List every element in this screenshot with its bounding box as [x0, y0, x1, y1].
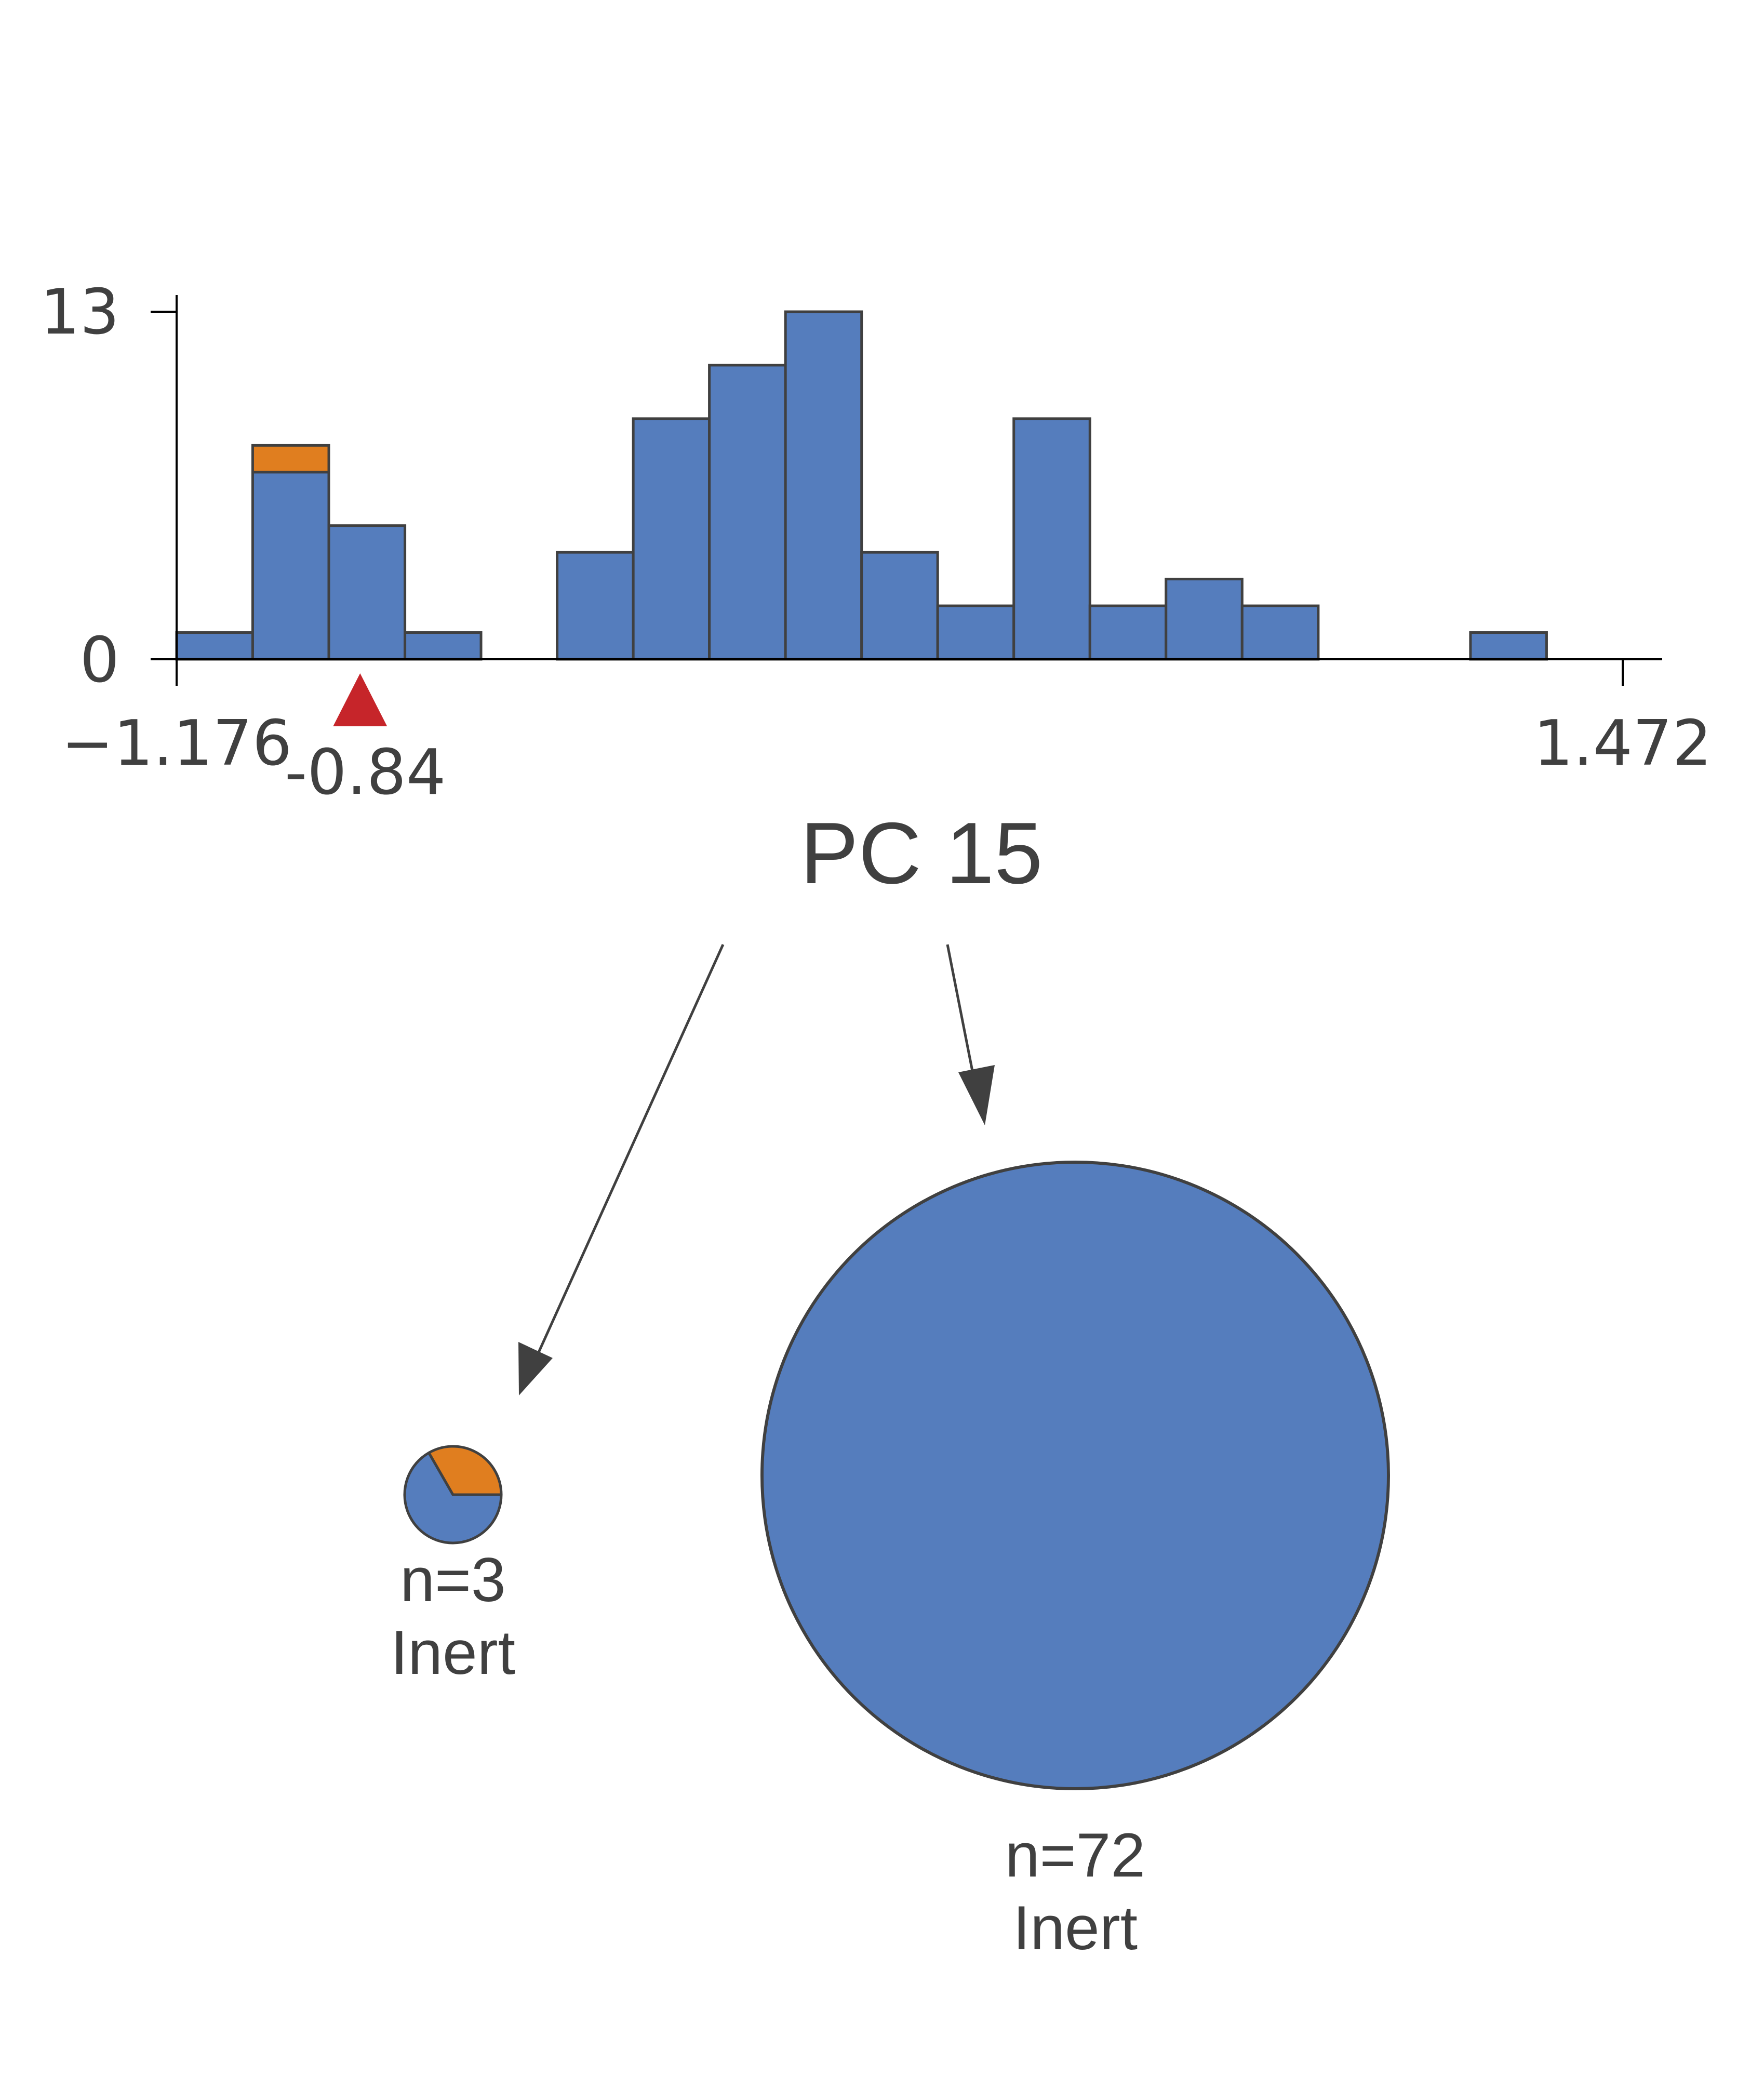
branch-arrows: [518, 943, 995, 1395]
histogram-bars: [175, 310, 1548, 661]
y-tick-label-max: 13: [40, 276, 119, 349]
x-tick-label-min: −1.176: [61, 708, 292, 780]
histogram-bar: [1012, 417, 1091, 661]
pie-slice: [427, 1445, 503, 1496]
leaf-right-pie: [760, 1161, 1390, 1790]
leaf-left-pie: [403, 1445, 503, 1545]
histogram-bar: [251, 444, 330, 474]
leaf-left-class: Inert: [391, 1618, 515, 1687]
leaf-right: n=72 Inert: [760, 1161, 1390, 1963]
histogram-bar: [175, 631, 254, 661]
histogram-bar: [936, 604, 1015, 661]
left-branch-arrow-line: [534, 943, 725, 1359]
threshold-label: -0.84: [285, 737, 446, 809]
histogram-bar: [556, 551, 635, 661]
histogram: 13 0 −1.176 1.472 -0.84: [40, 276, 1712, 809]
histogram-bar: [327, 524, 407, 661]
histogram-bar: [251, 471, 330, 661]
histogram-bar: [1469, 631, 1548, 661]
leaf-left-count: n=3: [400, 1545, 506, 1615]
leaf-right-class: Inert: [1013, 1893, 1138, 1963]
histogram-bar: [1165, 578, 1244, 661]
histogram-bar: [708, 364, 787, 661]
histogram-bar: [860, 551, 939, 661]
right-branch-arrowhead: [958, 1065, 995, 1125]
y-tick-label-min: 0: [80, 624, 119, 697]
histogram-bar: [404, 631, 483, 661]
histogram-bar: [784, 310, 863, 661]
x-tick-label-max: 1.472: [1533, 708, 1712, 780]
left-branch-arrowhead: [518, 1342, 553, 1395]
histogram-bar: [632, 417, 711, 661]
right-branch-arrow-line: [946, 944, 978, 1093]
pie-slice: [760, 1161, 1390, 1790]
histogram-bar: [1088, 604, 1168, 661]
threshold-marker: [333, 673, 387, 726]
split-feature-label: PC 15: [800, 804, 1043, 902]
leaf-right-count: n=72: [1005, 1820, 1145, 1890]
leaf-left: n=3 Inert: [391, 1445, 515, 1687]
pie-slice: [403, 1451, 503, 1545]
histogram-bar: [1240, 604, 1320, 661]
